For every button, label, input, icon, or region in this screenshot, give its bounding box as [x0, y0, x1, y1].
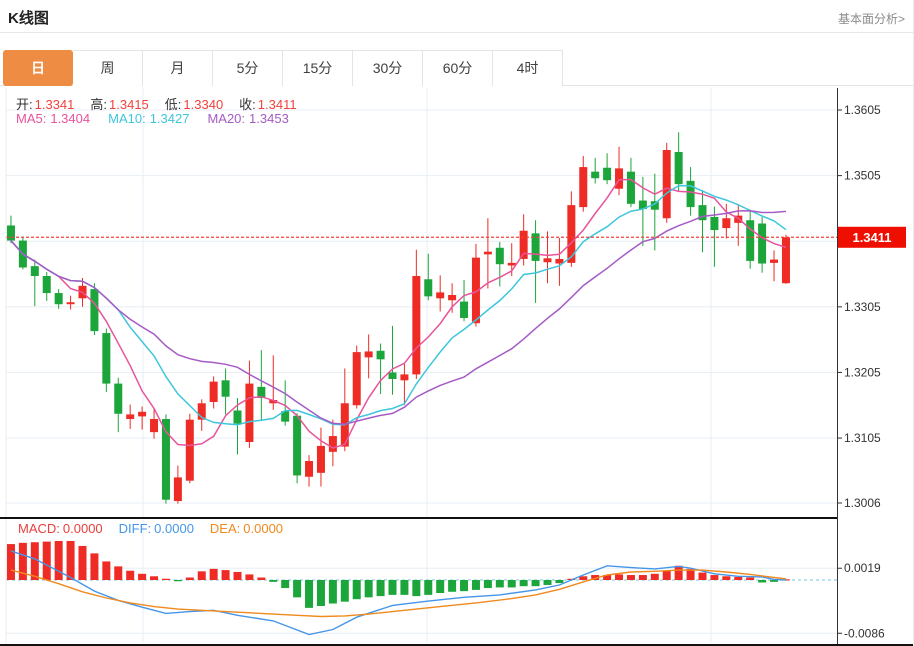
- ma20-value: 1.3453: [249, 111, 289, 126]
- price-axis-labels: 1.3605 1.3505 1.3305 1.3205 1.3105 1.3006 0.00…: [837, 103, 885, 640]
- ma5-label: MA5:: [16, 111, 47, 126]
- svg-text:1.3105: 1.3105: [844, 431, 881, 445]
- diff-value: 0.0000: [154, 521, 194, 536]
- open-value: 1.3341: [34, 97, 75, 112]
- fundamental-analysis-link[interactable]: 基本面分析>: [837, 12, 905, 26]
- svg-text:1.3006: 1.3006: [844, 496, 881, 510]
- ma10-value: 1.3427: [149, 111, 190, 126]
- widget-header: K线图 基本面分析>: [0, 0, 913, 33]
- dea-line: [10, 569, 787, 618]
- svg-text:1.3205: 1.3205: [844, 365, 881, 379]
- ohlc-legend: 开: 1.3341 高: 1.3415 低: 1.3340 收: 1.3411: [16, 94, 313, 113]
- ma10-label: MA10:: [108, 111, 146, 126]
- high-value: 1.3415: [109, 97, 149, 112]
- candles-layer: [6, 132, 790, 504]
- low-label: 低:: [164, 97, 182, 112]
- gridlines: [6, 88, 837, 643]
- close-value: 1.3411: [257, 97, 297, 112]
- macd-legend: MACD: 0.0000 DIFF: 0.0000 DEA: 0.0000: [18, 521, 286, 536]
- kline-chart[interactable]: 1.3605 1.3505 1.3305 1.3205 1.3105 1.3006 0.00…: [0, 86, 914, 646]
- svg-text:-0.0086: -0.0086: [844, 626, 885, 640]
- low-value: 1.3340: [183, 97, 224, 112]
- tab-30min[interactable]: 30分: [353, 50, 423, 86]
- period-tabbar: 日 周 月 5分 15分 30分 60分 4时: [0, 50, 913, 86]
- last-price-badge: [838, 226, 906, 248]
- macd-value: 0.0000: [62, 521, 103, 536]
- tab-5min[interactable]: 5分: [213, 50, 283, 86]
- tab-week[interactable]: 周: [73, 50, 143, 86]
- svg-text:1.3305: 1.3305: [844, 300, 881, 314]
- tab-day[interactable]: 日: [3, 50, 73, 86]
- diff-label: DIFF:: [118, 521, 152, 536]
- macd-histogram: [6, 540, 790, 608]
- svg-text:1.3505: 1.3505: [844, 169, 881, 183]
- high-label: 高:: [90, 97, 108, 112]
- dea-value: 0.0000: [243, 521, 284, 536]
- svg-text:0.0019: 0.0019: [844, 561, 881, 575]
- svg-text:1.3605: 1.3605: [844, 103, 881, 117]
- ma20-line: [10, 210, 787, 426]
- close-label: 收:: [239, 97, 256, 112]
- ma5-value: 1.3404: [50, 111, 91, 126]
- ma5-line: [10, 178, 787, 449]
- open-label: 开:: [16, 97, 33, 112]
- macd-label: MACD:: [18, 521, 60, 536]
- tab-month[interactable]: 月: [143, 50, 213, 86]
- ma20-label: MA20:: [207, 111, 246, 126]
- tab-60min[interactable]: 60分: [423, 50, 493, 86]
- ma10-line: [10, 184, 787, 426]
- last-price-badge-text: 1.3411: [852, 230, 891, 245]
- diff-line: [10, 550, 786, 636]
- dea-label: DEA:: [209, 521, 241, 536]
- tab-4hour[interactable]: 4时: [493, 50, 563, 86]
- ma-legend: MA5: 1.3404 MA10: 1.3427 MA20: 1.3453: [16, 111, 293, 126]
- page-title: K线图: [8, 10, 49, 27]
- tab-15min[interactable]: 15分: [283, 50, 353, 86]
